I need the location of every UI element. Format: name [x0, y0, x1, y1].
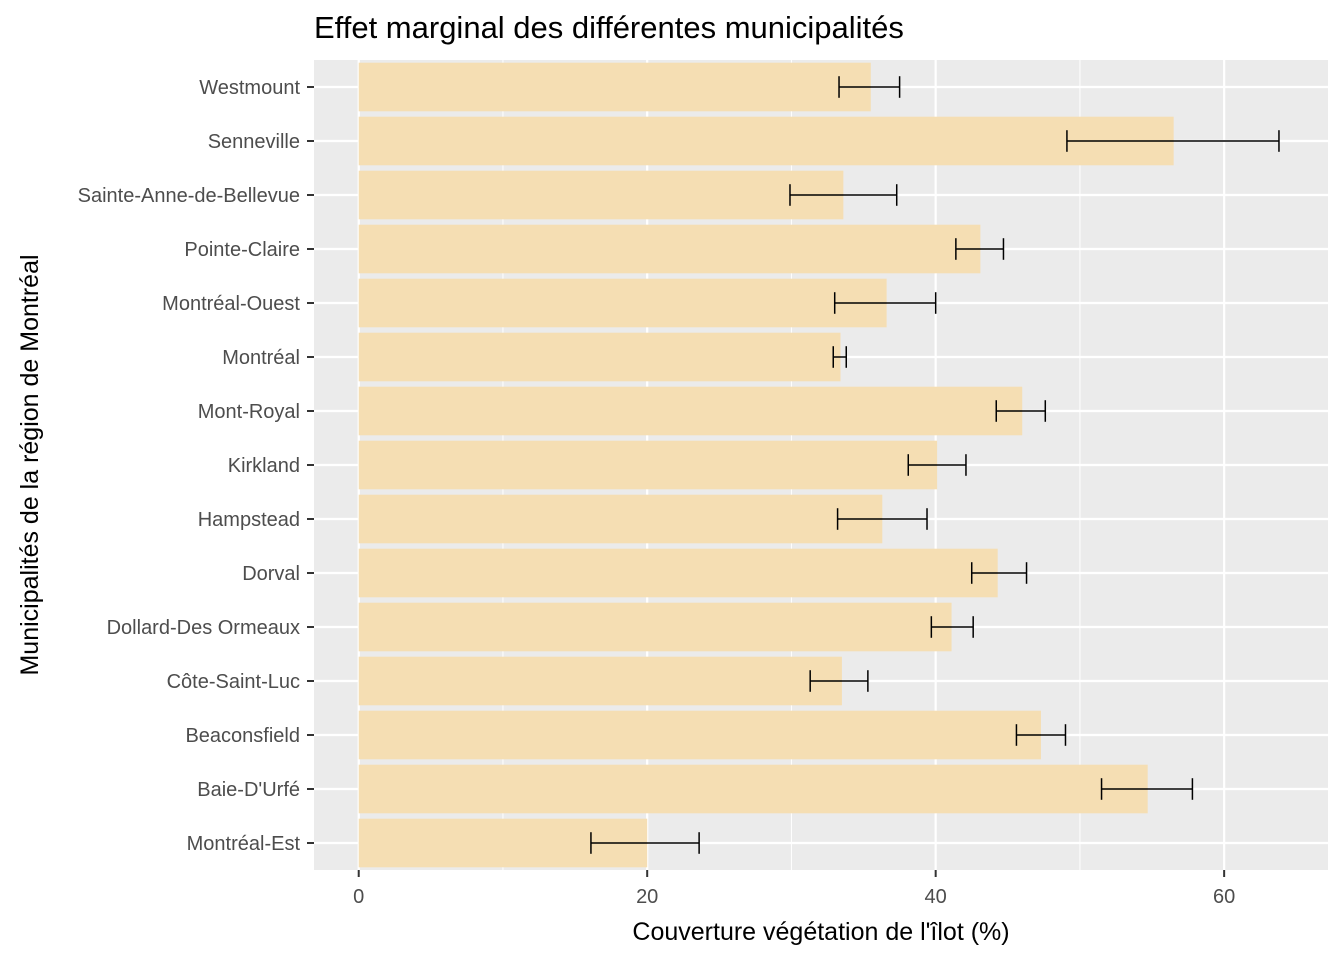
error-bars [590, 76, 1280, 854]
x-tick-label: 40 [925, 886, 947, 908]
y-tick-label: Dollard-Des Ormeaux [107, 617, 300, 639]
y-tick-label: Mont-Royal [198, 401, 300, 423]
y-tick-label: Baie-D'Urfé [197, 779, 300, 801]
y-tick-label: Sainte-Anne-de-Bellevue [78, 185, 300, 207]
bar [358, 116, 1174, 166]
y-axis-title: Municipalités de la région de Montréal [16, 254, 44, 675]
bar [358, 494, 883, 544]
y-tick-label: Montréal-Ouest [162, 293, 300, 315]
y-tick-label: Kirkland [228, 455, 300, 477]
bar [358, 548, 998, 598]
x-tick-label: 60 [1213, 886, 1235, 908]
y-axis: Montréal-Est Baie-D'Urfé Beaconsfield Côte-… [78, 77, 314, 855]
y-tick-label: Dorval [242, 563, 300, 585]
bar [358, 656, 842, 706]
x-tick-label: 20 [636, 886, 658, 908]
y-tick-label: Pointe-Claire [184, 239, 300, 261]
x-axis-title: Couverture végétation de l'îlot (%) [632, 918, 1009, 946]
x-axis: 0 20 40 60 [353, 870, 1235, 908]
y-tick-label: Westmount [199, 77, 300, 99]
bars [358, 62, 1174, 868]
y-tick-label: Montréal [222, 347, 300, 369]
bar [358, 224, 981, 274]
bar [358, 386, 1023, 436]
bar [358, 440, 938, 490]
y-tick-label: Côte-Saint-Luc [167, 671, 300, 693]
y-tick-label: Beaconsfield [185, 725, 300, 747]
bar [358, 764, 1148, 814]
bar [358, 710, 1041, 760]
x-tick-label: 0 [353, 886, 364, 908]
bar [358, 62, 871, 112]
y-tick-label: Senneville [208, 131, 300, 153]
bar [358, 170, 844, 220]
bar [358, 278, 887, 328]
chart-title: Effet marginal des différentes municipal… [314, 10, 904, 45]
y-tick-label: Montréal-Est [187, 833, 301, 855]
bar [358, 602, 952, 652]
bar [358, 332, 841, 382]
y-tick-label: Hampstead [198, 509, 300, 531]
